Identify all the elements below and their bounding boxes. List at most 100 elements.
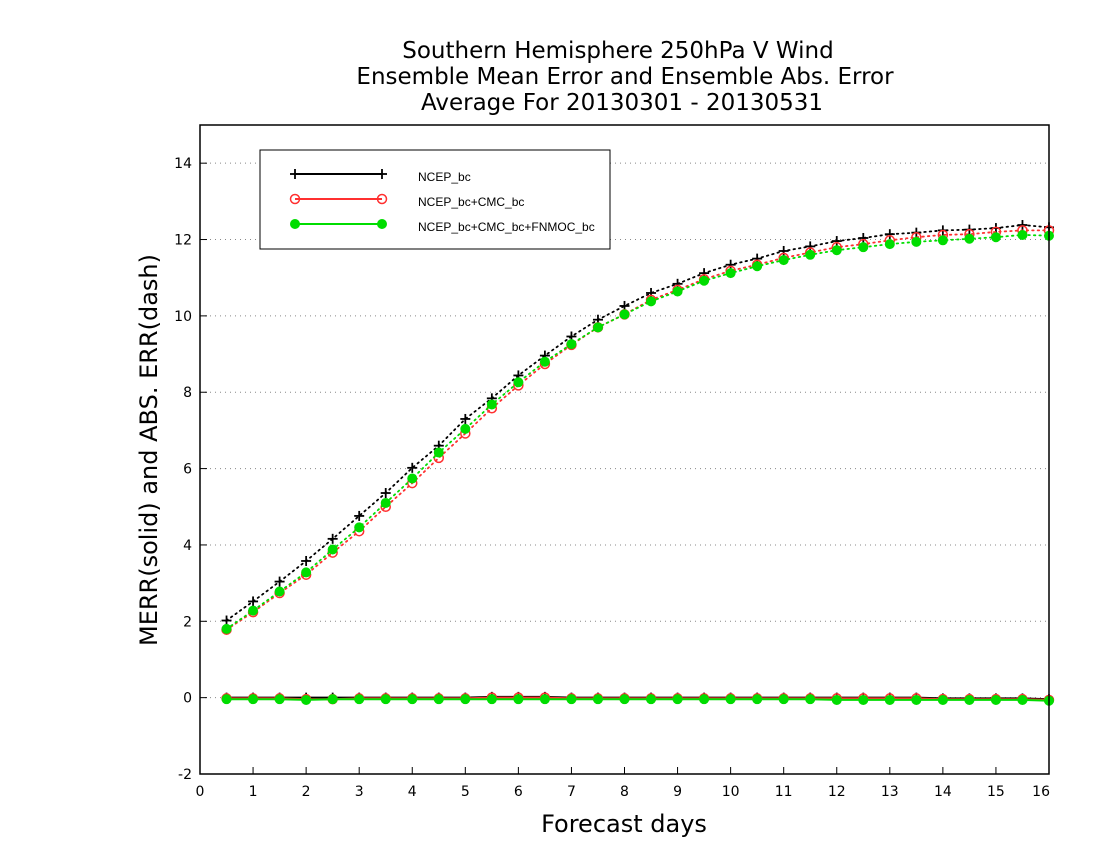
abs-err-point [301, 567, 312, 578]
merr-point [433, 694, 444, 705]
merr-point [778, 694, 789, 705]
abs-err-point [858, 242, 869, 253]
merr-point [672, 694, 683, 705]
merr-point [566, 694, 577, 705]
merr-point [699, 694, 710, 705]
x-tick-label: 12 [828, 784, 846, 800]
merr-point [407, 694, 418, 705]
merr-point [964, 694, 975, 705]
abs-err-point [725, 268, 736, 279]
y-tick-label: 14 [174, 156, 192, 172]
x-tick-label: 0 [196, 784, 205, 800]
y-tick-label: -2 [178, 767, 192, 783]
abs-err-point [592, 322, 603, 333]
abs-err-point [805, 249, 816, 260]
x-tick-label: 11 [775, 784, 793, 800]
y-tick-label: 8 [183, 385, 192, 401]
abs-err-point [354, 522, 365, 533]
merr-point [1017, 694, 1028, 705]
abs-err-point [407, 462, 418, 473]
y-tick-label: 0 [183, 691, 192, 707]
legend-marker [377, 219, 387, 229]
chart-title-line-1: Southern Hemisphere 250hPa V Wind [402, 38, 833, 64]
x-tick-label: 15 [987, 784, 1005, 800]
legend-marker [377, 169, 387, 179]
series-1 [221, 225, 1055, 706]
abs-err-point [221, 615, 232, 626]
legend-marker [376, 193, 388, 205]
y-tick-label: 10 [174, 309, 192, 325]
abs-err-point [380, 497, 391, 508]
abs-err-point [513, 377, 524, 388]
x-tick-label: 3 [355, 784, 364, 800]
x-tick-label: 10 [722, 784, 740, 800]
x-tick-label: 7 [567, 784, 576, 800]
merr-point [380, 694, 391, 705]
merr-point [301, 694, 312, 705]
merr-point [327, 694, 338, 705]
abs-err-line [225, 229, 1050, 631]
merr-point [274, 694, 285, 705]
abs-err-line [225, 224, 1050, 622]
merr-point [539, 694, 550, 705]
chart-title: Southern Hemisphere 250hPa V Wind Ensemb… [356, 38, 894, 116]
merr-point [619, 694, 630, 705]
plot-frame [199, 124, 1050, 775]
legend-marker [290, 169, 300, 179]
abs-err-point [778, 245, 789, 256]
legend-label-ncep-cmc-fnmoc: NCEP_bc+CMC_bc+FNMOC_bc [418, 220, 595, 234]
abs-err-point [778, 255, 789, 266]
abs-err-point [407, 473, 418, 484]
x-axis-label: Forecast days [541, 810, 707, 838]
y-tick-label: 12 [174, 233, 192, 249]
abs-err-point [1017, 229, 1028, 240]
y-tick-label: 6 [183, 462, 192, 478]
merr-point [831, 694, 842, 705]
merr-point [805, 694, 816, 705]
abs-err-point [327, 544, 338, 555]
merr-point [990, 694, 1001, 705]
legend-label-ncep: NCEP_bc [418, 170, 471, 184]
x-tick-label: 8 [620, 784, 629, 800]
x-tick-label: 5 [461, 784, 470, 800]
series-0 [221, 220, 1054, 705]
abs-err-point [327, 533, 338, 544]
abs-err-point [937, 235, 948, 246]
x-tick-label: 14 [934, 784, 952, 800]
x-tick-label: 6 [514, 784, 523, 800]
merr-point [911, 694, 922, 705]
abs-err-point [566, 339, 577, 350]
abs-err-point [619, 309, 630, 320]
merr-point [486, 694, 497, 705]
merr-point [752, 694, 763, 705]
x-tick-label: 2 [302, 784, 311, 800]
x-tick-label: 13 [881, 784, 899, 800]
merr-point [248, 694, 259, 705]
y-axis: -2 0 2 4 6 8 10 12 14 [174, 156, 207, 783]
merr-point [221, 694, 232, 705]
abs-err-point [699, 275, 710, 286]
legend-marks [289, 169, 388, 229]
abs-err-point [646, 296, 657, 307]
abs-err-point [460, 423, 471, 434]
gridlines [200, 162, 1049, 775]
series-2 [221, 229, 1054, 706]
y-tick-label: 2 [183, 614, 192, 630]
x-axis: 0 1 2 3 4 5 6 7 8 9 10 11 12 13 14 15 16 [196, 767, 1050, 800]
abs-err-point [884, 229, 895, 240]
abs-err-point [831, 236, 842, 247]
merr-point [884, 694, 895, 705]
abs-err-point [248, 596, 259, 607]
abs-err-point [672, 286, 683, 297]
y-axis-label: MERR(solid) and ABS. ERR(dash) [135, 254, 163, 646]
series-layer [221, 220, 1055, 706]
merr-point [513, 694, 524, 705]
abs-err-point [911, 236, 922, 247]
merr-line [226, 698, 1050, 702]
abs-err-point [805, 241, 816, 252]
x-tick-label: 16 [1032, 784, 1050, 800]
merr-point [354, 694, 365, 705]
abs-err-point [990, 232, 1001, 243]
chart-title-line-3: Average For 20130301 - 20130531 [421, 90, 823, 116]
abs-err-point [752, 261, 763, 272]
